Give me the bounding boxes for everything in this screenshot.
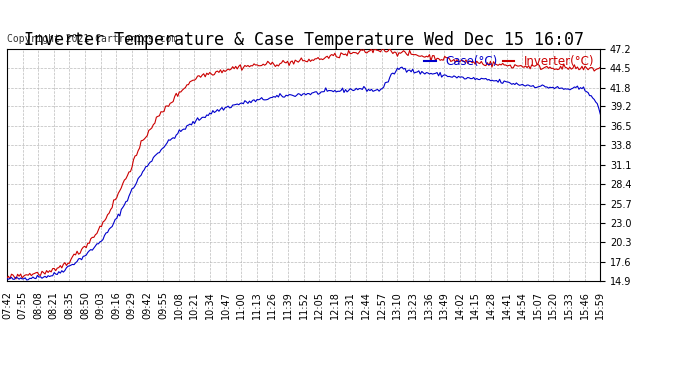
Text: Copyright 2021 Cartronics.com: Copyright 2021 Cartronics.com — [7, 34, 177, 44]
Legend: Case(°C), Inverter(°C): Case(°C), Inverter(°C) — [420, 50, 599, 72]
Title: Inverter Temperature & Case Temperature Wed Dec 15 16:07: Inverter Temperature & Case Temperature … — [23, 31, 584, 49]
